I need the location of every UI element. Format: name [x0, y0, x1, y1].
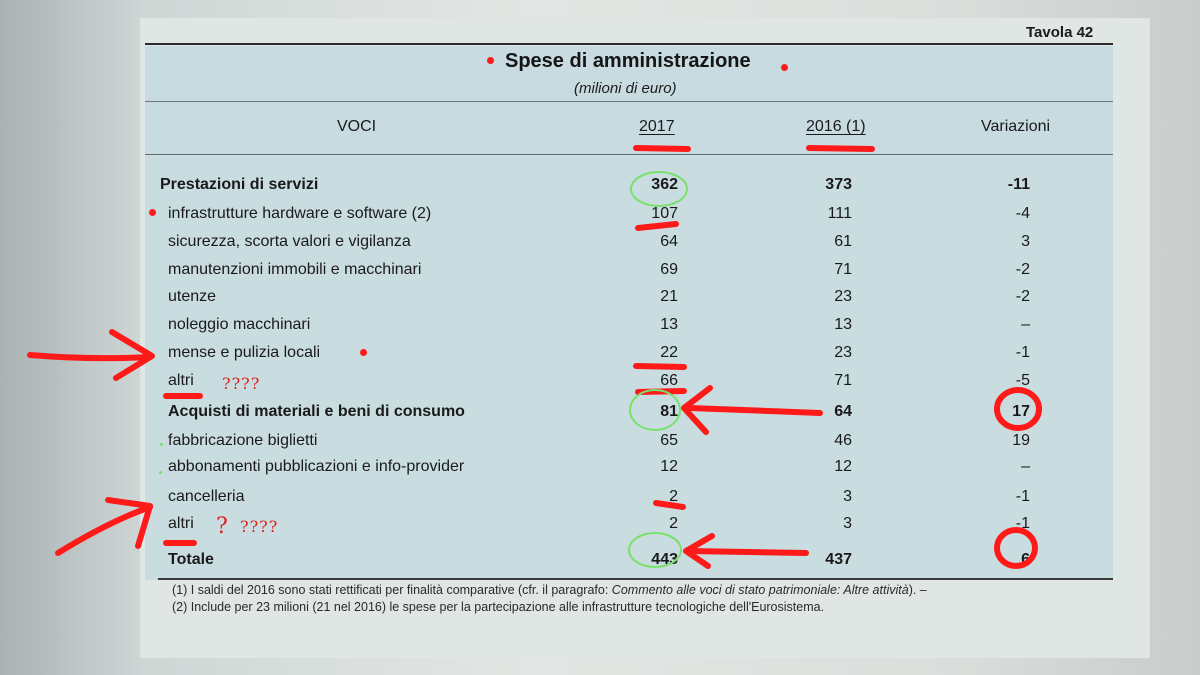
- green-dot-mark: [160, 443, 163, 446]
- row-label: mense e pulizia locali: [168, 344, 321, 361]
- cell-2017: 81: [660, 403, 678, 420]
- row-label: sicurezza, scorta valori e vigilanza: [168, 233, 411, 250]
- table-row: abbonamenti pubblicazioni e info-provide…: [0, 458, 1200, 484]
- row-label: Prestazioni di servizi: [160, 176, 319, 193]
- row-label: Acquisti di materiali e beni di consumo: [168, 403, 465, 420]
- cell-2016: 64: [834, 403, 852, 420]
- cell-2017: 64: [660, 233, 678, 250]
- cell-2016: 12: [834, 458, 852, 475]
- cell-2017: 12: [660, 458, 678, 475]
- cell-2017: 21: [660, 288, 678, 305]
- cell-variazione: -1: [1015, 515, 1030, 532]
- table-row: mense e pulizia locali 22 23 -1: [0, 344, 1200, 370]
- row-label: cancelleria: [168, 488, 245, 505]
- cell-2016: 71: [834, 261, 852, 278]
- row-label: noleggio macchinari: [168, 316, 311, 333]
- table-row: fabbricazione biglietti 65 46 19: [0, 432, 1200, 458]
- column-header-2016: 2016 (1): [806, 118, 866, 135]
- cell-2017: 13: [660, 316, 678, 333]
- cell-variazione: -2: [1015, 261, 1030, 278]
- row-label: Totale: [168, 551, 214, 568]
- cell-variazione: 19: [1012, 432, 1030, 449]
- cell-variazione: -5: [1015, 372, 1030, 389]
- table-row: altri 2 3 -1: [0, 515, 1200, 541]
- title-rule: [145, 101, 1113, 102]
- cell-2017: 69: [660, 261, 678, 278]
- table-row: utenze 21 23 -2: [0, 288, 1200, 314]
- top-rule: [145, 43, 1113, 45]
- table-row-total: Totale 443 437 6: [0, 551, 1200, 577]
- cell-2017: 65: [660, 432, 678, 449]
- cell-variazione: 3: [1021, 233, 1030, 250]
- cell-2016: 3: [843, 515, 852, 532]
- cell-2016: 61: [834, 233, 852, 250]
- cell-variazione: -1: [1015, 344, 1030, 361]
- row-label: altri: [168, 515, 194, 532]
- table-title: Spese di amministrazione: [505, 50, 751, 72]
- column-header-voci: VOCI: [337, 118, 377, 135]
- cell-variazione: -11: [1007, 176, 1030, 193]
- table-row: Prestazioni di servizi 362 373 -11: [0, 176, 1200, 202]
- table-row: noleggio macchinari 13 13 –: [0, 316, 1200, 342]
- red-dot-mark: [487, 57, 494, 64]
- cell-2016: 23: [834, 288, 852, 305]
- cell-2017: 22: [660, 344, 678, 361]
- cell-variazione: –: [1021, 316, 1030, 333]
- green-dot-mark: [159, 471, 162, 474]
- bottom-rule: [158, 578, 1113, 580]
- column-header-2017: 2017: [639, 118, 675, 135]
- row-label: infrastrutture hardware e software (2): [168, 205, 432, 222]
- cell-2017: 2: [669, 515, 678, 532]
- cell-2017: 66: [660, 372, 678, 389]
- table-row: altri 66 71 -5: [0, 372, 1200, 398]
- footnote-1: (1) I saldi del 2016 sono stati rettific…: [172, 582, 927, 599]
- cell-2017: 2: [669, 488, 678, 505]
- table-row: sicurezza, scorta valori e vigilanza 64 …: [0, 233, 1200, 259]
- cell-2016: 23: [834, 344, 852, 361]
- row-label: altri: [168, 372, 194, 389]
- table-body-band: [145, 155, 1113, 580]
- footnote-2: (2) Include per 23 milioni (21 nel 2016)…: [172, 600, 825, 614]
- row-label: manutenzioni immobili e macchinari: [168, 261, 422, 278]
- cell-variazione: -4: [1015, 205, 1030, 222]
- column-header-variazioni: Variazioni: [981, 118, 1051, 135]
- cell-2016: 111: [827, 205, 852, 222]
- cell-2016: 373: [825, 176, 852, 193]
- row-label: fabbricazione biglietti: [168, 432, 318, 449]
- header-rule: [145, 154, 1113, 155]
- cell-variazione: -1: [1015, 488, 1030, 505]
- cell-variazione: 17: [1012, 403, 1030, 420]
- question-marks-annotation: ????: [240, 517, 279, 536]
- table-row: infrastrutture hardware e software (2) 1…: [0, 205, 1200, 231]
- red-dot-mark: [781, 64, 788, 71]
- cell-variazione: –: [1021, 458, 1030, 475]
- question-marks-annotation: ????: [222, 374, 261, 393]
- cell-variazione: -2: [1015, 288, 1030, 305]
- cell-2016: 437: [825, 551, 852, 568]
- table-subtitle: (milioni di euro): [574, 80, 677, 97]
- question-mark-annotation: ?: [216, 514, 229, 539]
- footnote-1-end: ). –: [908, 583, 927, 597]
- red-dot-mark: [360, 349, 367, 356]
- footnotes: (1) I saldi del 2016 sono stati rettific…: [172, 582, 927, 616]
- table-row: manutenzioni immobili e macchinari 69 71…: [0, 261, 1200, 287]
- cell-2017: 107: [651, 205, 678, 222]
- row-label: utenze: [168, 288, 217, 305]
- cell-2017: 362: [651, 176, 678, 193]
- cell-2016: 46: [834, 432, 852, 449]
- row-label: abbonamenti pubblicazioni e info-provide…: [168, 458, 465, 475]
- cell-2016: 71: [834, 372, 852, 389]
- header-band: [145, 46, 1113, 166]
- footnote-1-text: (1) I saldi del 2016 sono stati rettific…: [172, 583, 612, 597]
- red-dot-mark: [149, 209, 156, 216]
- table-row: Acquisti di materiali e beni di consumo …: [0, 403, 1200, 429]
- table-number: Tavola 42: [1026, 24, 1094, 41]
- cell-2016: 3: [843, 488, 852, 505]
- cell-2016: 13: [834, 316, 852, 333]
- table-row: cancelleria 2 3 -1: [0, 488, 1200, 514]
- cell-2017: 443: [651, 551, 678, 568]
- footnote-1-ref: Commento alle voci di stato patrimoniale…: [611, 583, 909, 597]
- cell-variazione: 6: [1021, 551, 1030, 568]
